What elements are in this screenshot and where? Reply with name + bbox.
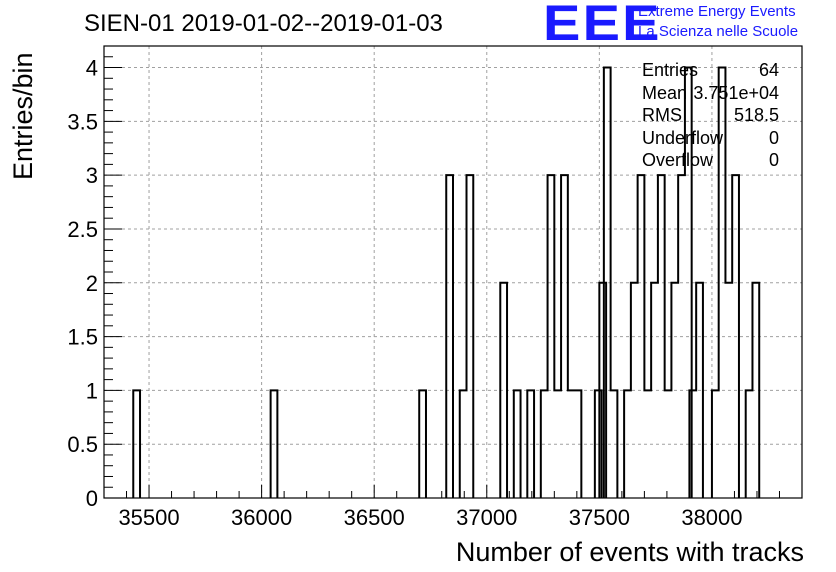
stat-value: 64 <box>758 60 779 80</box>
stat-label: RMS <box>642 105 682 126</box>
logo-line-1: Extreme Energy Events <box>638 3 796 20</box>
histogram-bin <box>712 390 719 498</box>
stat-row-underflow: Underflow 0 <box>642 128 779 151</box>
histogram-bin <box>271 390 278 498</box>
logo-mark: EEE <box>543 0 662 51</box>
histogram-bin-run <box>623 66 693 498</box>
stat-label: Overflow <box>642 150 714 171</box>
histogram-bin <box>658 175 665 498</box>
histogram-bin-run <box>602 66 619 498</box>
histogram-bin-run <box>445 174 454 498</box>
histogram-bin <box>725 283 732 498</box>
x-tick-label: 38000 <box>681 505 742 530</box>
x-tick-label: 35500 <box>118 505 179 530</box>
stat-label: Mean <box>642 82 688 103</box>
histogram-bin <box>732 175 739 498</box>
histogram-bin <box>752 283 759 498</box>
histogram-bin-run <box>418 389 427 498</box>
stat-label: Underflow <box>642 127 724 148</box>
y-tick-label: 1.5 <box>67 325 98 350</box>
chart-title: SIEN-01 2019-01-02--2019-01-03 <box>84 10 443 37</box>
x-tick-label: 37000 <box>456 505 517 530</box>
histogram-bin <box>638 175 645 498</box>
histogram-bin <box>446 175 453 498</box>
histogram-bin-run <box>269 389 279 498</box>
histogram-bin-run <box>132 389 142 498</box>
histogram-bin <box>678 175 685 498</box>
histogram-bin <box>133 390 140 498</box>
stat-row-overflow: Overflow 0 <box>642 150 779 173</box>
histogram-bin <box>671 283 678 498</box>
histogram-bin-run <box>458 174 475 498</box>
histogram-bin <box>746 390 753 498</box>
y-axis-label: Entries/bin <box>8 52 38 180</box>
histogram-bin <box>604 68 611 498</box>
stats-box: Entries 64 Mean 3.751e+04 RMS 518.5 Unde… <box>642 60 779 173</box>
x-tick-label: 36000 <box>231 505 292 530</box>
stat-row-entries: Entries 64 <box>642 60 779 83</box>
y-tick-label: 4 <box>86 56 98 81</box>
eee-logo: EEE Extreme Energy Events La Scienza nel… <box>543 0 836 51</box>
histogram-bin-run <box>539 174 583 498</box>
histogram-bin <box>460 390 467 498</box>
histogram-bin-run <box>688 281 704 498</box>
histogram-bin <box>631 283 638 498</box>
histogram-bin <box>527 390 534 498</box>
histogram-bin-run <box>710 66 740 498</box>
stat-label: Entries <box>642 60 699 80</box>
histogram-bin <box>575 390 582 498</box>
y-tick-label: 0.5 <box>67 432 98 457</box>
histogram-bin <box>689 390 696 498</box>
histogram-bin <box>651 283 658 498</box>
histogram-bin <box>514 390 521 498</box>
stat-value: 0 <box>768 127 779 148</box>
stat-row-mean: Mean 3.751e+04 <box>642 83 779 106</box>
histogram-bin <box>568 390 575 498</box>
histogram-bin-run <box>598 281 608 498</box>
histogram-bin <box>665 390 672 498</box>
y-tick-label: 2 <box>86 271 98 296</box>
histogram-bin <box>644 390 651 498</box>
x-axis-label: Number of events with tracks <box>455 537 804 567</box>
histogram-bin <box>624 390 631 498</box>
histogram-bin <box>548 175 555 498</box>
logo-line-2: La Scienza nelle Scuole <box>638 23 799 40</box>
stat-value: 0 <box>768 150 779 171</box>
histogram-bin-run <box>526 389 536 498</box>
y-tick-label: 2.5 <box>67 217 98 242</box>
stat-value: 518.5 <box>733 105 779 126</box>
y-tick-label: 1 <box>86 378 98 403</box>
histogram-bin <box>696 283 703 498</box>
histogram-bin <box>541 390 548 498</box>
histogram-bin <box>500 283 507 498</box>
y-tick-label: 3 <box>86 163 98 188</box>
histogram-bin-run <box>512 389 522 498</box>
histogram-bin <box>419 390 426 498</box>
histogram-bin <box>561 175 568 498</box>
histogram-bin-run <box>593 389 603 498</box>
stat-row-rms: RMS 518.5 <box>642 105 779 128</box>
histogram-bin-run <box>499 281 509 498</box>
x-tick-label: 37500 <box>569 505 630 530</box>
histogram-bin <box>467 175 474 498</box>
stat-value: 3.751e+04 <box>693 82 779 103</box>
histogram-bin <box>611 390 618 498</box>
x-tick-label: 36500 <box>344 505 405 530</box>
histogram-bin-run <box>744 281 761 498</box>
y-tick-label: 3.5 <box>67 109 98 134</box>
y-tick-label: 0 <box>86 486 98 511</box>
histogram-bin <box>554 390 561 498</box>
